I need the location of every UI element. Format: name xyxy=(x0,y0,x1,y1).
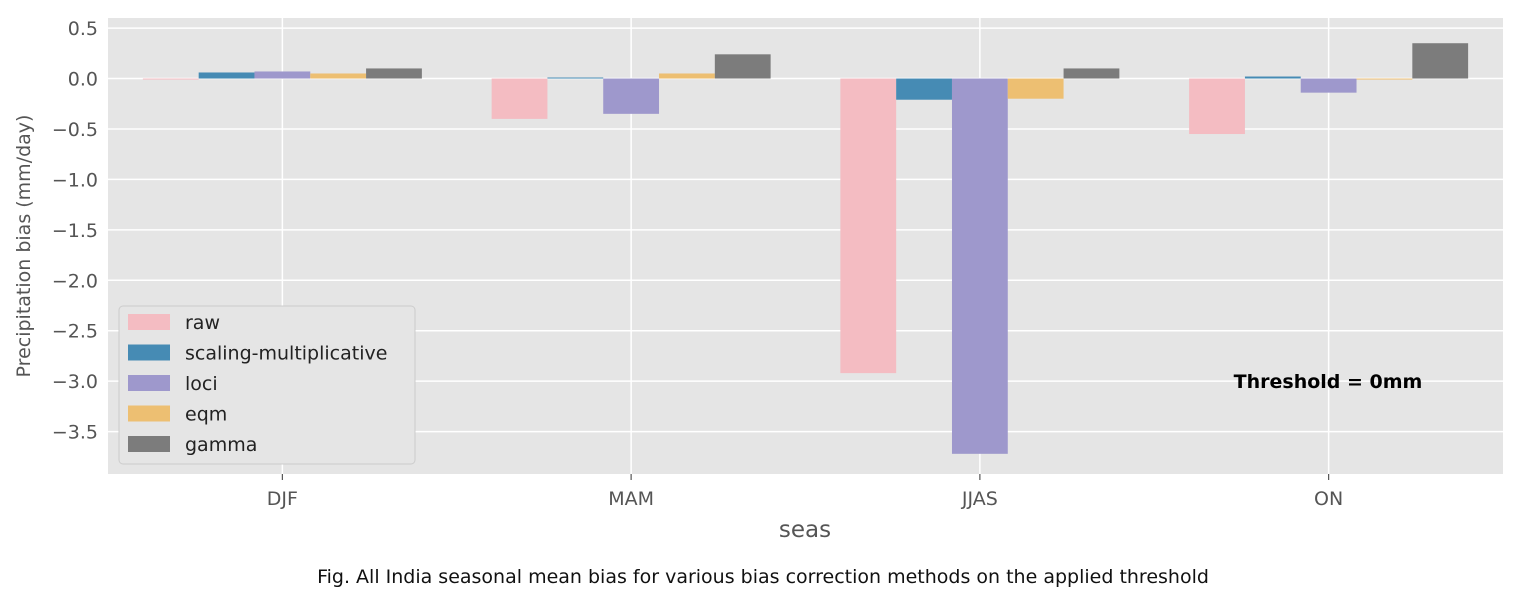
legend-swatch-raw xyxy=(128,314,170,330)
legend-label-raw: raw xyxy=(185,312,220,334)
x-tick-label: ON xyxy=(1314,488,1343,510)
y-tick-labels: 0.5 0.0 −0.5 −1.0 −1.5 −2.0 −2.5 −3.0 −3.5 xyxy=(52,18,98,444)
bias-bar-chart: 0.5 0.0 −0.5 −1.0 −1.5 −2.0 −2.5 −3.0 −3.5 DJF MA… xyxy=(13,18,1503,543)
bar-eqm-ON xyxy=(1356,78,1413,80)
bar-loci-MAM xyxy=(603,78,660,114)
bar-scaling-multiplicative-MAM xyxy=(547,77,604,79)
bar-loci-ON xyxy=(1300,78,1357,93)
bar-gamma-JJAS xyxy=(1063,68,1120,79)
y-tick-label: −0.5 xyxy=(52,119,98,141)
legend-swatch-eqm xyxy=(128,405,170,422)
bar-loci-DJF xyxy=(254,71,311,79)
y-tick-label: −2.5 xyxy=(52,321,98,343)
y-tick-label: −1.5 xyxy=(52,220,98,242)
legend-label-scaling-multiplicative: scaling-multiplicative xyxy=(185,343,387,365)
y-tick-label: −1.0 xyxy=(52,169,98,191)
bar-eqm-JJAS xyxy=(1007,78,1064,99)
legend-box xyxy=(118,305,416,465)
y-tick-label: −3.5 xyxy=(52,422,98,444)
bar-eqm-MAM xyxy=(659,73,715,79)
figure-caption: Fig. All India seasonal mean bias for va… xyxy=(317,566,1209,588)
bar-eqm-DJF xyxy=(310,73,367,79)
x-tick-label: MAM xyxy=(608,488,654,510)
y-tick-label: 0.0 xyxy=(68,69,98,91)
threshold-annotation: Threshold = 0mm xyxy=(1234,371,1423,393)
legend-label-loci: loci xyxy=(185,373,218,395)
legend: raw scaling-multiplicative loci eqm gamma xyxy=(118,305,416,465)
bar-scaling-multiplicative-JJAS xyxy=(896,78,952,100)
bar-loci-JJAS xyxy=(951,78,1008,454)
bar-raw-MAM xyxy=(491,78,548,119)
bar-gamma-ON xyxy=(1412,43,1469,79)
x-tick-label: JJAS xyxy=(961,488,998,510)
x-axis-label: seas xyxy=(779,517,831,543)
bars xyxy=(142,43,1469,454)
bar-scaling-multiplicative-ON xyxy=(1244,76,1301,79)
bar-gamma-MAM xyxy=(714,54,771,79)
bar-raw-DJF xyxy=(142,78,199,80)
legend-swatch-loci xyxy=(128,375,170,391)
y-tick-label: 0.5 xyxy=(68,18,98,40)
bar-gamma-DJF xyxy=(366,68,422,79)
bar-raw-JJAS xyxy=(840,78,897,374)
bar-scaling-multiplicative-DJF xyxy=(198,72,255,79)
y-tick-label: −2.0 xyxy=(52,270,98,292)
y-tick-label: −3.0 xyxy=(52,371,98,393)
x-tick-label: DJF xyxy=(267,488,298,510)
legend-swatch-gamma xyxy=(128,436,170,452)
x-tick-labels: DJF MAM JJAS ON xyxy=(267,474,1343,510)
bar-raw-ON xyxy=(1189,78,1245,135)
y-axis-label: Precipitation bias (mm/day) xyxy=(13,115,35,378)
legend-label-gamma: gamma xyxy=(185,434,257,456)
legend-label-eqm: eqm xyxy=(185,404,227,426)
legend-swatch-scaling-multiplicative xyxy=(128,344,170,361)
